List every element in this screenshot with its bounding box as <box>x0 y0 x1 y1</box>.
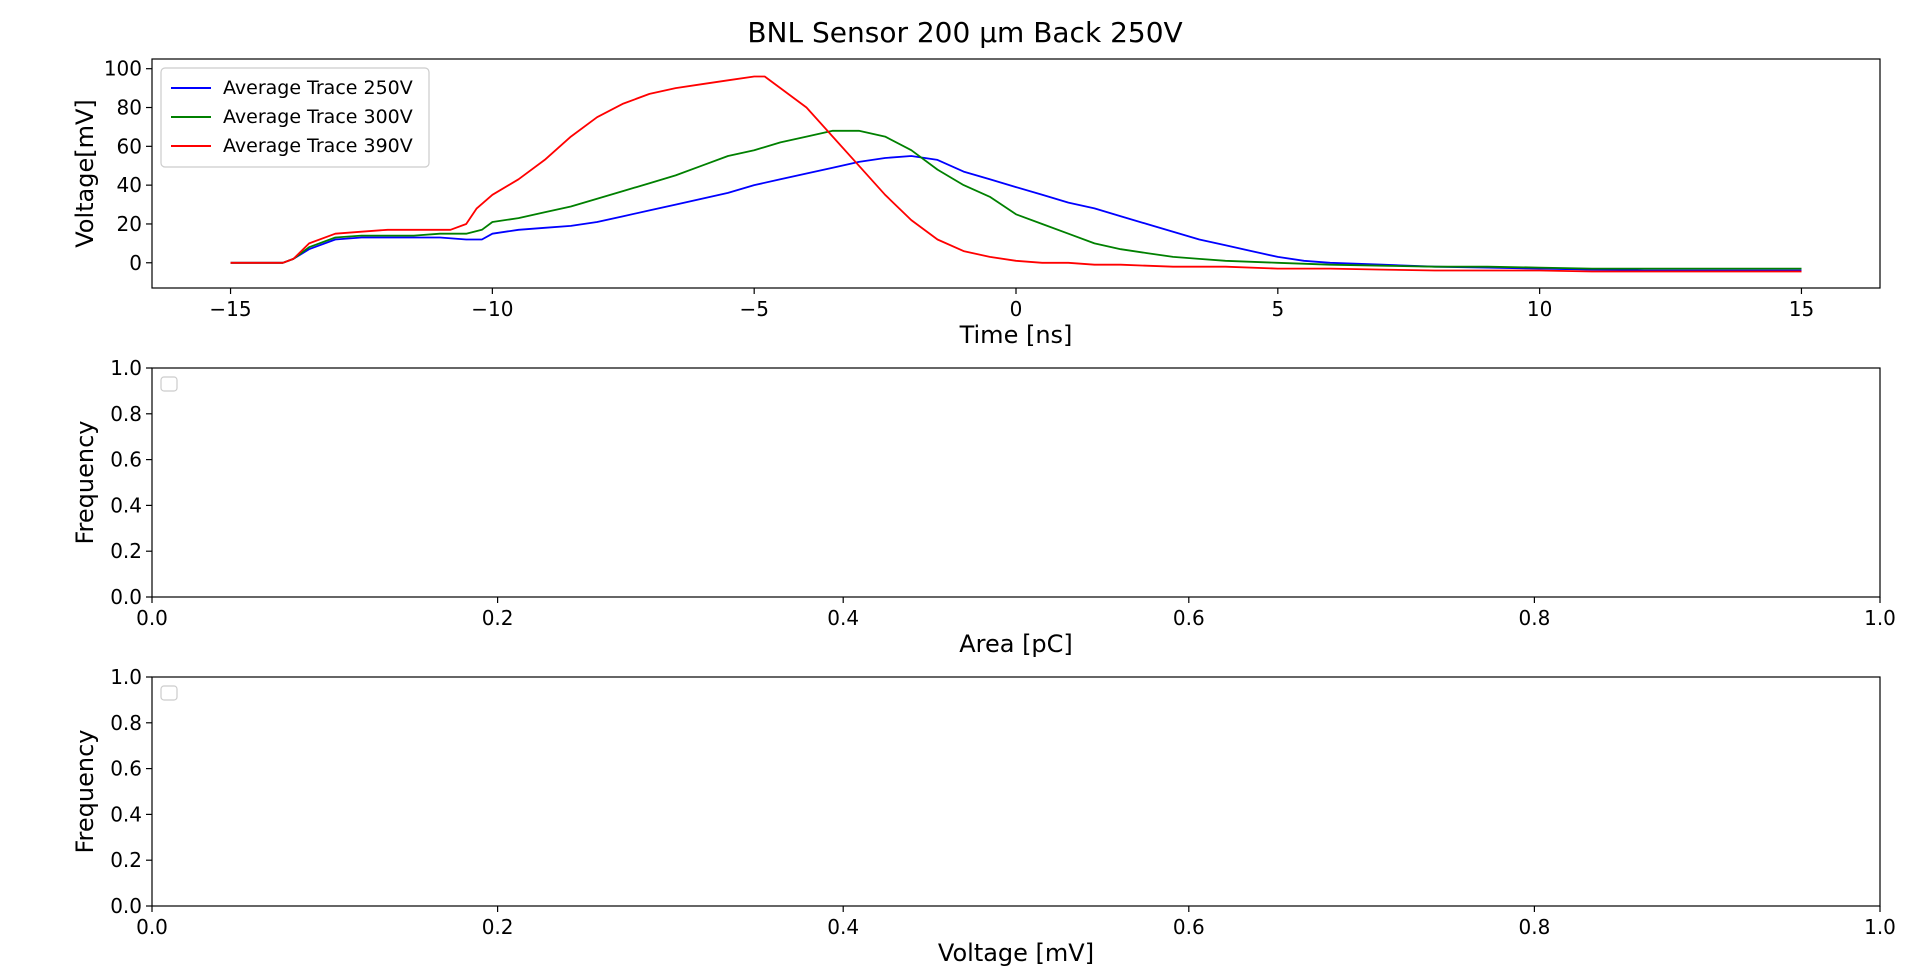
legend <box>160 376 178 392</box>
y-tick-label: 0.8 <box>110 711 142 735</box>
chart-panel-3: 0.0 0.2 0.4 0.6 0.8 1.0 0.0 0.2 0.4 0.6 0.8 1.0 Volt… <box>71 665 1896 967</box>
y-tick-label: 20 <box>117 212 142 236</box>
y-axis-label: Frequency <box>71 730 99 854</box>
series-line-3 <box>230 75 1802 273</box>
x-axis-label: Voltage [mV] <box>938 939 1094 967</box>
y-tick-label: 1.0 <box>110 356 142 380</box>
y-axis-label: Frequency <box>71 421 99 545</box>
legend-entry: Average Trace 300V <box>223 106 413 128</box>
x-tick-label: −5 <box>739 297 768 321</box>
y-tick-label: 0.6 <box>110 448 142 472</box>
y-tick-label: 80 <box>117 96 142 120</box>
x-tick-label: 0.8 <box>1518 915 1550 939</box>
y-tick-label: 0.0 <box>110 894 142 918</box>
chart-panel-1: −15 −10 −5 0 5 10 15 0 20 40 60 80 100 Time [ns] Volta… <box>71 57 1881 349</box>
y-tick-label: 1.0 <box>110 665 142 689</box>
axes-frame <box>151 367 1881 598</box>
legend-box <box>160 376 178 392</box>
x-tick-label: 15 <box>1789 297 1814 321</box>
series-line-2 <box>230 129 1802 270</box>
chart-panel-2: 0.0 0.2 0.4 0.6 0.8 1.0 0.0 0.2 0.4 0.6 0.8 1.0 Area… <box>71 356 1896 658</box>
y-tick-label: 0.2 <box>110 848 142 872</box>
x-tick-label: −10 <box>471 297 513 321</box>
x-tick-label: 0.4 <box>827 915 859 939</box>
x-tick-label: 0.0 <box>136 606 168 630</box>
x-tick-label: 0.8 <box>1518 606 1550 630</box>
y-tick-label: 60 <box>117 134 142 158</box>
legend-entry: Average Trace 390V <box>223 135 413 157</box>
x-tick-label: 0.6 <box>1173 606 1205 630</box>
y-tick-label: 0.0 <box>110 585 142 609</box>
x-tick-label: 0.2 <box>482 606 514 630</box>
legend-entry: Average Trace 250V <box>223 77 413 99</box>
x-tick-label: 0.6 <box>1173 915 1205 939</box>
x-axis-label: Area [pC] <box>959 630 1073 658</box>
y-tick-label: 0.8 <box>110 402 142 426</box>
x-tick-label: 0.2 <box>482 915 514 939</box>
x-tick-label: 5 <box>1271 297 1284 321</box>
figure-title: BNL Sensor 200 µm Back 250V <box>747 16 1182 49</box>
y-tick-label: 0.4 <box>110 802 142 826</box>
y-tick-label: 0 <box>129 251 142 275</box>
legend-box <box>160 67 430 168</box>
y-tick-label: 0.4 <box>110 493 142 517</box>
x-tick-label: 0.4 <box>827 606 859 630</box>
legend-box <box>160 685 178 701</box>
x-tick-label: 0.0 <box>136 915 168 939</box>
y-tick-label: 100 <box>104 57 142 81</box>
x-tick-label: 1.0 <box>1864 915 1896 939</box>
x-axis-label: Time [ns] <box>959 321 1073 349</box>
legend: Average Trace 250V Average Trace 300V Aver… <box>160 67 430 168</box>
x-tick-label: 0 <box>1010 297 1023 321</box>
y-tick-label: 0.2 <box>110 539 142 563</box>
axes-frame <box>151 676 1881 907</box>
series-line-1 <box>230 155 1802 272</box>
y-tick-label: 40 <box>117 173 142 197</box>
x-tick-label: 10 <box>1527 297 1552 321</box>
legend <box>160 685 178 701</box>
x-tick-label: −15 <box>209 297 251 321</box>
chart-panels: −15 −10 −5 0 5 10 15 0 20 40 60 80 100 Time [ns] Volta… <box>71 57 1896 967</box>
x-tick-label: 1.0 <box>1864 606 1896 630</box>
y-tick-label: 0.6 <box>110 757 142 781</box>
y-axis-label: Voltage[mV] <box>71 99 99 248</box>
